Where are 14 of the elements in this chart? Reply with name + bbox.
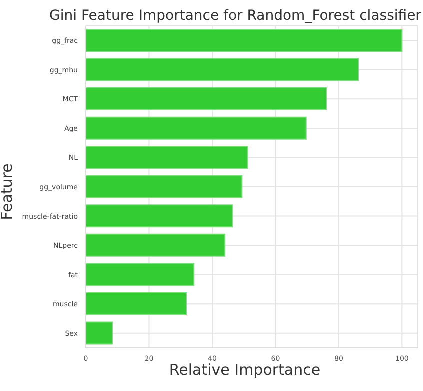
- bar: [86, 175, 243, 198]
- bar: [86, 29, 403, 52]
- bar: [86, 234, 226, 257]
- bar: [86, 58, 360, 82]
- bar: [86, 88, 328, 111]
- bar: [86, 322, 114, 345]
- bar: [86, 263, 195, 286]
- x-axis-title: Relative Importance: [168, 361, 322, 379]
- y-axis-title: Feature: [0, 162, 16, 222]
- bar: [86, 146, 248, 170]
- bar: [86, 292, 188, 316]
- bar: [86, 204, 234, 228]
- bar: [86, 116, 307, 140]
- chart-title: Gini Feature Importance for Random_Forest classifier: [48, 8, 422, 24]
